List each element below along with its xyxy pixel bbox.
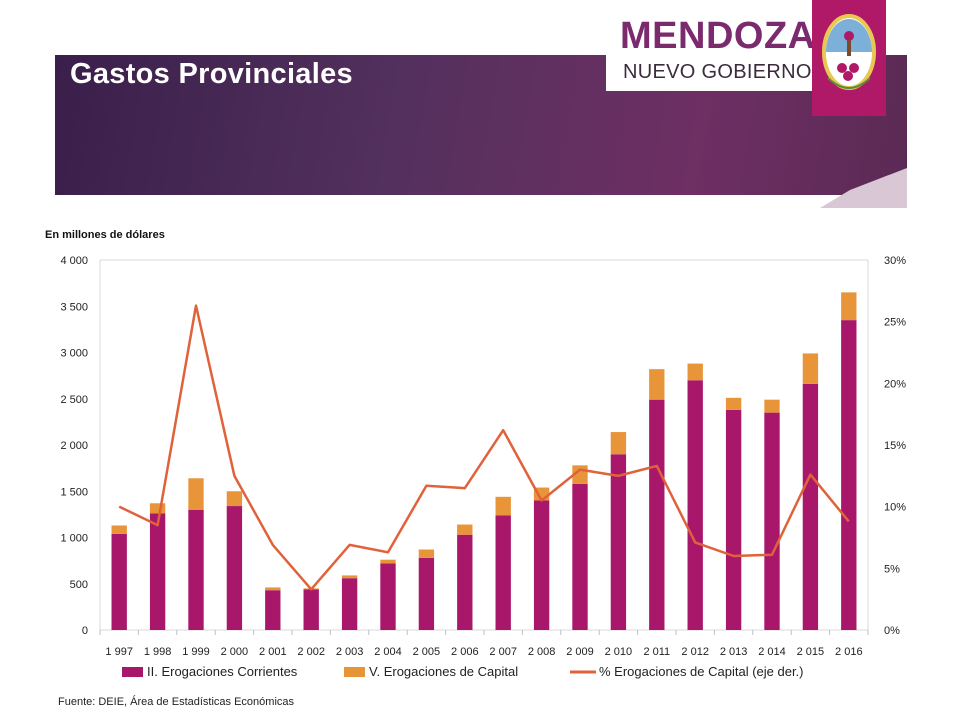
y2-tick-label: 0% — [884, 625, 900, 637]
y-tick-label: 3 000 — [60, 348, 88, 360]
bar-capital — [418, 549, 435, 558]
y-tick-label: 1 000 — [60, 533, 88, 545]
legend-pct-capital-label: % Erogaciones de Capital (eje der.) — [599, 664, 804, 679]
y-tick-label: 1 500 — [60, 486, 88, 498]
bar-corrientes — [341, 578, 358, 630]
bar-corrientes — [380, 563, 396, 630]
bar-capital — [802, 353, 819, 384]
bar-capital — [188, 478, 204, 510]
x-tick-label: 2 004 — [374, 646, 402, 658]
y2-tick-label: 10% — [884, 502, 906, 514]
bar-corrientes — [188, 509, 204, 630]
y2-tick-label: 5% — [884, 563, 900, 575]
mendoza-shield-emblem — [812, 0, 886, 116]
page-title: Gastos Provinciales — [70, 58, 353, 90]
y-tick-label: 500 — [70, 579, 88, 591]
source-note: Fuente: DEIE, Área de Estadísticas Econó… — [58, 696, 295, 708]
bar-corrientes — [226, 506, 243, 630]
bar-capital — [111, 525, 127, 534]
bar-capital — [610, 432, 627, 455]
legend-capital-label: V. Erogaciones de Capital — [369, 664, 518, 679]
bar-corrientes — [418, 557, 435, 630]
bar-capital — [495, 496, 511, 516]
bar-capital — [341, 575, 358, 579]
y-tick-label: 2 000 — [60, 440, 88, 452]
bar-capital — [265, 587, 281, 591]
bar-capital — [725, 397, 742, 410]
unit-label: En millones de dólares — [45, 229, 165, 241]
bar-capital — [649, 369, 665, 400]
x-tick-label: 1 997 — [105, 646, 133, 658]
x-tick-label: 2 008 — [528, 646, 556, 658]
bar-corrientes — [495, 515, 511, 630]
bar-capital — [457, 524, 473, 535]
x-tick-label: 2 002 — [297, 646, 325, 658]
y2-tick-label: 20% — [884, 378, 906, 390]
bar-corrientes — [687, 380, 703, 630]
bar-capital — [226, 491, 243, 507]
y-tick-label: 2 500 — [60, 394, 88, 406]
bar-capital — [687, 363, 703, 381]
x-tick-label: 2 010 — [605, 646, 633, 658]
bar-capital — [380, 559, 396, 564]
x-tick-label: 2 007 — [489, 646, 517, 658]
bar-corrientes — [572, 483, 588, 630]
bar-capital — [841, 292, 857, 321]
x-tick-label: 2 016 — [835, 646, 863, 658]
bar-corrientes — [149, 513, 166, 630]
bar-corrientes — [111, 533, 127, 630]
x-tick-label: 1 998 — [144, 646, 172, 658]
x-tick-label: 2 015 — [797, 646, 825, 658]
x-tick-label: 2 005 — [413, 646, 441, 658]
x-tick-label: 2 006 — [451, 646, 479, 658]
logo-background — [606, 13, 812, 91]
bar-corrientes — [841, 320, 857, 630]
x-tick-label: 2 014 — [758, 646, 786, 658]
legend-corrientes-label: II. Erogaciones Corrientes — [147, 664, 298, 679]
bar-corrientes — [457, 534, 473, 630]
legend-capital-swatch — [344, 667, 365, 677]
shield-icon — [822, 14, 876, 90]
y-tick-label: 4 000 — [60, 255, 88, 267]
bar-capital — [764, 399, 780, 413]
legend-corrientes-swatch — [122, 667, 143, 677]
bar-corrientes — [303, 589, 319, 630]
bar-corrientes — [265, 590, 281, 630]
bar-corrientes — [802, 383, 819, 630]
x-tick-label: 2 013 — [720, 646, 748, 658]
bar-corrientes — [533, 500, 550, 630]
logo-subtitle: NUEVO GOBIERNO — [623, 61, 812, 83]
x-tick-label: 2 011 — [643, 646, 670, 658]
y2-tick-label: 30% — [884, 255, 906, 267]
y2-tick-label: 15% — [884, 440, 906, 452]
logo-name: MENDOZA — [620, 15, 816, 57]
x-tick-label: 2 000 — [221, 646, 249, 658]
y2-tick-label: 25% — [884, 317, 906, 329]
y-tick-label: 0 — [82, 625, 88, 637]
banner-stripe — [820, 168, 907, 208]
line-pct-capital — [118, 304, 850, 591]
bar-corrientes — [649, 399, 665, 630]
bar-corrientes — [764, 412, 780, 630]
y-tick-label: 3 500 — [60, 301, 88, 313]
bar-corrientes — [725, 409, 742, 630]
bar-corrientes — [610, 454, 627, 630]
x-tick-label: 2 009 — [566, 646, 594, 658]
x-tick-label: 2 012 — [681, 646, 709, 658]
x-tick-label: 2 003 — [336, 646, 364, 658]
x-tick-label: 1 999 — [182, 646, 210, 658]
x-tick-label: 2 001 — [259, 646, 287, 658]
bar-capital — [149, 503, 166, 514]
chart: 0 500 1 000 1 500 2 000 2 500 3 000 3 500 4 000 0… — [60, 255, 906, 679]
plot-area — [99, 259, 869, 631]
